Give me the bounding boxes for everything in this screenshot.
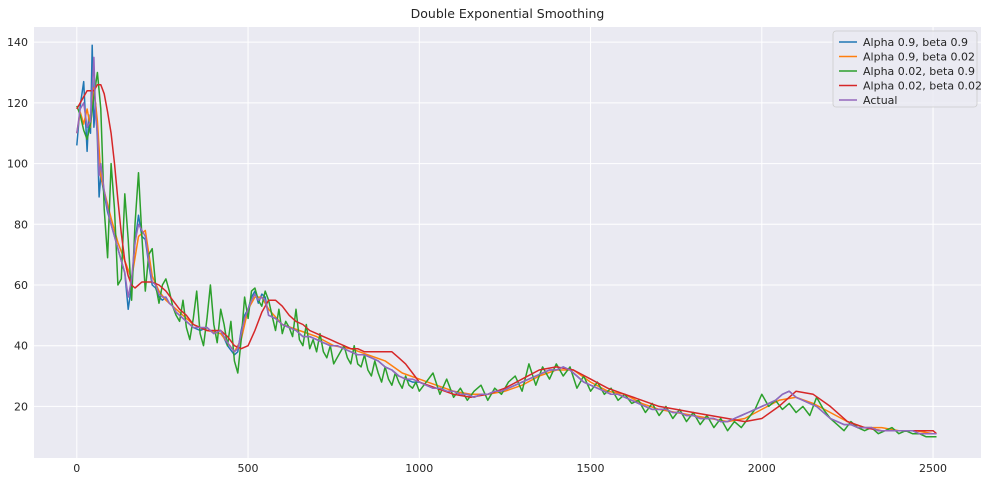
x-tick-label: 500 — [238, 462, 259, 475]
x-tick-label: 0 — [73, 462, 80, 475]
series-lines — [76, 44, 937, 438]
legend-label: Alpha 0.9, beta 0.9 — [863, 36, 968, 49]
x-tick-label: 2500 — [919, 462, 947, 475]
x-tick-label: 2000 — [748, 462, 776, 475]
chart-title: Double Exponential Smoothing — [411, 6, 605, 21]
legend-box — [832, 30, 978, 108]
series-line-4 — [76, 83, 937, 435]
legend-label: Alpha 0.02, beta 0.9 — [863, 65, 975, 78]
legend-label: Actual — [863, 94, 897, 107]
y-tick-label: 20 — [14, 400, 28, 413]
y-tick-label: 140 — [7, 36, 28, 49]
x-axis: 0 500 1000 1500 2000 2500 — [73, 462, 947, 475]
y-tick-label: 100 — [7, 158, 28, 171]
series-line-3 — [76, 71, 937, 438]
series-line-2 — [76, 86, 937, 435]
y-tick-label: 60 — [14, 279, 28, 292]
legend-label: Alpha 0.02, beta 0.02 — [863, 80, 982, 93]
y-tick-label: 120 — [7, 97, 28, 110]
x-tick-label: 1500 — [577, 462, 605, 475]
series-line-5 — [76, 56, 937, 435]
grid — [34, 27, 981, 458]
legend-label: Alpha 0.9, beta 0.02 — [863, 51, 975, 64]
x-tick-label: 1000 — [405, 462, 433, 475]
y-axis: 20 40 60 80 100 120 140 — [7, 36, 28, 413]
y-tick-label: 40 — [14, 340, 28, 353]
y-tick-label: 80 — [14, 218, 28, 231]
